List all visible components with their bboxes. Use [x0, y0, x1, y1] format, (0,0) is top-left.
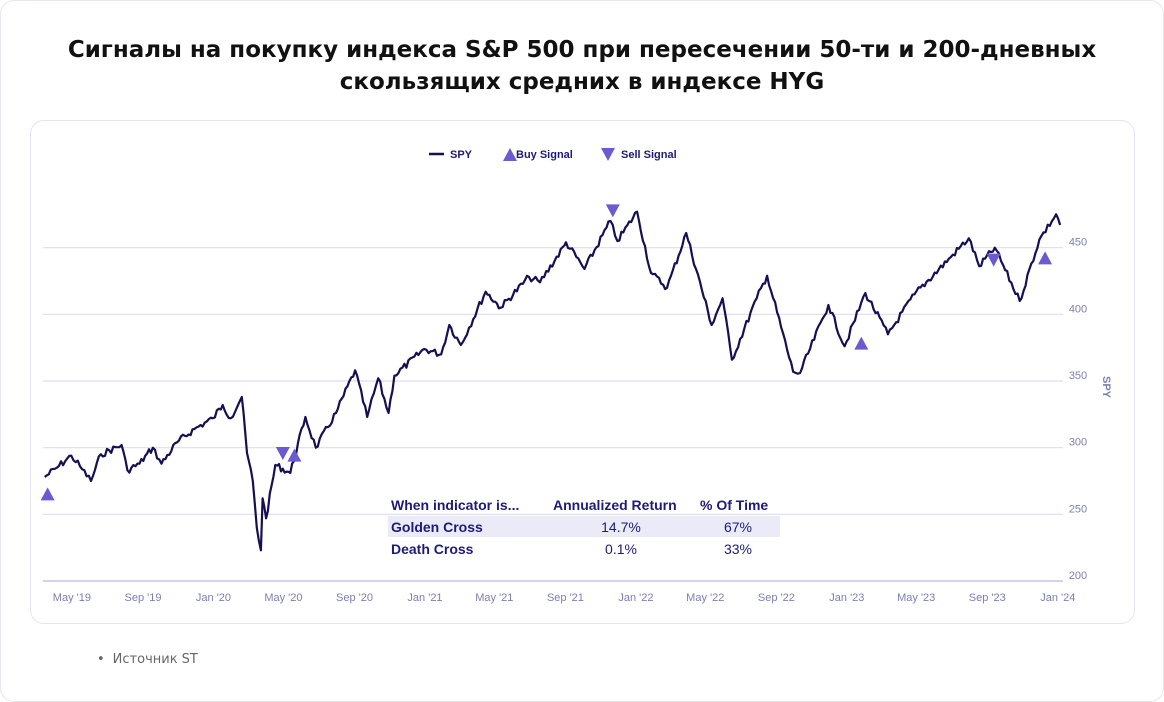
legend-spy-label: SPY	[450, 149, 473, 161]
source-text: Источник ST	[112, 652, 198, 667]
stats-row-highlight	[388, 516, 780, 537]
chart-card: 200 250 300 350 400 450 May '19 Sep '19 Jan '20…	[30, 120, 1135, 624]
stats-header-return: Annualized Return	[553, 497, 677, 513]
bullet-icon: •	[97, 652, 105, 667]
stats-row-golden-label: Golden Cross	[391, 519, 483, 535]
stats-header-indicator: When indicator is...	[391, 497, 519, 513]
stats-row-death-label: Death Cross	[391, 541, 474, 557]
buy-signal-marker	[287, 448, 302, 462]
sell-signal-marker	[605, 204, 620, 218]
buy-signal-marker	[1038, 251, 1053, 265]
y-tick-label: 200	[1069, 570, 1087, 582]
x-tick-label: Sep '23	[969, 592, 1006, 604]
spy-chart: 200 250 300 350 400 450 May '19 Sep '19 Jan '20…	[40, 148, 1112, 604]
signal-markers	[40, 204, 1053, 501]
stats-row-death-return: 0.1%	[605, 541, 637, 557]
legend-sell-icon	[601, 148, 615, 161]
series-layer	[44, 210, 1062, 552]
x-tick-label: Sep '19	[124, 592, 161, 604]
sell-signal-marker	[986, 253, 1001, 267]
stats-table: When indicator is... Annualized Return %…	[388, 497, 780, 557]
legend-buy-label: Buy Signal	[516, 149, 573, 161]
x-tick-label: Sep '22	[758, 592, 795, 604]
x-tick-label: Jan '20	[196, 592, 231, 604]
x-tick-label: Jan '21	[407, 592, 442, 604]
y-tick-label: 400	[1069, 303, 1087, 315]
legend-buy-icon	[503, 148, 517, 161]
x-tick-label: Jan '22	[618, 592, 653, 604]
x-tick-label: May '23	[897, 592, 935, 604]
y-tick-label: 300	[1069, 437, 1087, 449]
x-tick-label: May '19	[53, 592, 91, 604]
x-tick-label: Sep '21	[547, 592, 584, 604]
x-tick-label: May '21	[475, 592, 513, 604]
buy-signal-marker	[854, 336, 869, 350]
legend: SPY Buy Signal Sell Signal	[429, 148, 677, 161]
x-tick-label: Jan '23	[829, 592, 864, 604]
stats-header-time: % Of Time	[700, 497, 768, 513]
y-axis-label: SPY	[1100, 376, 1112, 399]
grid-lines	[43, 247, 1063, 582]
stats-row-death-time: 33%	[724, 541, 752, 557]
y-tick-label: 450	[1069, 237, 1087, 249]
y-tick-label: 350	[1069, 370, 1087, 382]
spy-series-line	[44, 210, 1062, 552]
x-tick-label: May '22	[686, 592, 724, 604]
x-axis: May '19 Sep '19 Jan '20 May '20 Sep '20 Jan '…	[53, 592, 1076, 604]
y-axis: 200 250 300 350 400 450	[1069, 237, 1087, 582]
source-note: • Источник ST	[97, 652, 198, 667]
sell-signal-marker	[275, 447, 290, 460]
page-title: Сигналы на покупку индекса S&P 500 при п…	[67, 37, 1097, 95]
x-tick-label: Jan '24	[1040, 592, 1075, 604]
legend-sell-label: Sell Signal	[621, 149, 677, 161]
buy-signal-marker	[40, 487, 55, 501]
stats-row-golden-return: 14.7%	[601, 519, 641, 535]
stats-row-golden-time: 67%	[724, 519, 752, 535]
x-tick-label: May '20	[264, 592, 302, 604]
x-tick-label: Sep '20	[336, 592, 373, 604]
y-tick-label: 250	[1069, 503, 1087, 515]
